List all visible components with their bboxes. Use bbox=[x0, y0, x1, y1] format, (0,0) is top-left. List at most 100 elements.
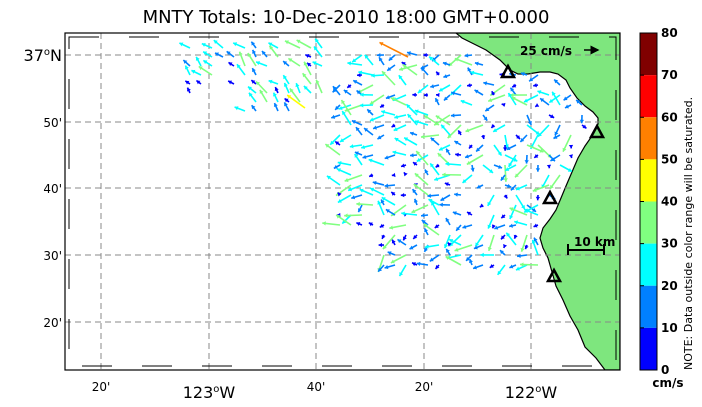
current-vector-head bbox=[550, 184, 554, 189]
current-vector-head bbox=[417, 89, 422, 93]
current-vector-head bbox=[412, 162, 417, 166]
ocean-area bbox=[65, 33, 620, 370]
current-vector-head bbox=[427, 193, 432, 198]
current-vector-head bbox=[539, 148, 544, 153]
current-vector-head bbox=[382, 71, 386, 76]
current-vector-head bbox=[443, 74, 448, 79]
current-vector-head bbox=[380, 199, 385, 204]
current-vector-head bbox=[510, 87, 515, 92]
current-vector-head bbox=[503, 178, 508, 182]
current-vector-head bbox=[384, 155, 389, 160]
distance-scale-bar bbox=[567, 244, 605, 255]
current-vector-head bbox=[238, 51, 243, 56]
current-vector-head bbox=[179, 42, 184, 47]
colorbar bbox=[639, 32, 658, 371]
current-vector-head bbox=[509, 264, 514, 269]
current-vector-head bbox=[421, 67, 426, 72]
current-vector-head bbox=[370, 187, 375, 192]
current-vector-head bbox=[228, 80, 233, 85]
current-vector-head bbox=[576, 99, 581, 104]
current-vector-head bbox=[201, 42, 206, 47]
current-vector-head bbox=[476, 147, 481, 152]
current-vector-head bbox=[454, 192, 458, 197]
current-vector-head bbox=[430, 163, 435, 168]
current-vector-head bbox=[446, 248, 450, 253]
current-vector-head bbox=[228, 62, 233, 67]
current-vector-head bbox=[306, 62, 311, 67]
current-vector-head bbox=[335, 105, 340, 110]
current-vector-head bbox=[296, 39, 301, 44]
current-vector-head bbox=[474, 61, 479, 66]
current-vector-head bbox=[514, 173, 519, 178]
gridlines bbox=[65, 33, 620, 370]
current-vector-head bbox=[465, 128, 470, 133]
current-vector-head bbox=[410, 131, 414, 136]
current-vector-head bbox=[303, 61, 308, 66]
colorbar-segment bbox=[640, 75, 657, 118]
current-vector-head bbox=[474, 89, 479, 94]
current-vector-head bbox=[381, 234, 386, 239]
current-vector-head bbox=[378, 242, 383, 248]
current-vector-head bbox=[546, 164, 552, 169]
current-vector-head bbox=[515, 266, 520, 271]
current-vector-head bbox=[442, 61, 447, 66]
current-vector-head bbox=[469, 144, 473, 149]
current-vector-head bbox=[470, 167, 475, 172]
current-vector-head bbox=[362, 154, 367, 159]
current-vector-head bbox=[480, 252, 484, 258]
current-vector-head bbox=[513, 157, 518, 162]
current-vector-head bbox=[510, 186, 515, 191]
current-vector-head bbox=[506, 146, 511, 151]
current-vector-head bbox=[501, 102, 506, 108]
current-vector-head bbox=[295, 83, 300, 88]
current-vector-head bbox=[494, 225, 499, 230]
current-vector-head bbox=[424, 247, 428, 252]
map-title: MNTY Totals: 10-Dec-2010 18:00 GMT+0.000 bbox=[143, 7, 550, 28]
current-vector-head bbox=[261, 50, 266, 55]
latitude-labels: 37oN 50' 40' 30' 20' bbox=[24, 46, 62, 330]
current-vector-head bbox=[524, 208, 529, 213]
current-vector-head bbox=[385, 209, 390, 214]
current-vector-head bbox=[256, 61, 260, 66]
current-vector-head bbox=[268, 42, 273, 47]
current-vector-head bbox=[338, 105, 343, 111]
current-vector-head bbox=[533, 223, 538, 228]
current-vector-head bbox=[444, 182, 449, 187]
current-vector-head bbox=[379, 57, 383, 62]
current-vector-head bbox=[203, 60, 208, 65]
current-vector-head bbox=[326, 175, 331, 180]
current-vector-head bbox=[535, 196, 541, 201]
current-vector-head bbox=[412, 189, 417, 194]
current-vector-head bbox=[259, 89, 264, 94]
current-vector-head bbox=[344, 213, 348, 218]
current-vector-head bbox=[191, 69, 196, 74]
current-vector-head bbox=[401, 163, 405, 168]
current-vector-head bbox=[215, 52, 220, 57]
current-vector-head bbox=[434, 224, 439, 228]
current-vector-head bbox=[233, 42, 238, 47]
current-vector-head bbox=[436, 92, 440, 98]
current-vector-head bbox=[424, 115, 429, 120]
current-vector-head bbox=[372, 180, 377, 186]
current-vector-head bbox=[394, 138, 399, 142]
current-vector-head bbox=[489, 264, 494, 268]
current-vector-head bbox=[344, 178, 349, 183]
current-vector-head bbox=[527, 121, 532, 125]
current-vector-head bbox=[465, 154, 469, 159]
current-vector-head bbox=[384, 183, 389, 188]
current-vector-head bbox=[439, 202, 443, 207]
current-vector-head bbox=[524, 160, 529, 164]
current-vector-head bbox=[247, 86, 252, 91]
current-vector-head bbox=[313, 46, 318, 51]
lat-label-37N: 37oN bbox=[24, 46, 62, 65]
plot-frame bbox=[64, 32, 621, 371]
current-vector-head bbox=[424, 169, 429, 174]
current-vector-head bbox=[356, 201, 360, 207]
current-vector-head bbox=[406, 104, 411, 109]
current-vector-head bbox=[268, 79, 273, 84]
current-vector-head bbox=[475, 242, 480, 247]
current-vector-head bbox=[401, 211, 405, 216]
current-vector-head bbox=[343, 90, 348, 94]
current-vector-head bbox=[550, 114, 555, 119]
current-vector-head bbox=[429, 56, 434, 61]
